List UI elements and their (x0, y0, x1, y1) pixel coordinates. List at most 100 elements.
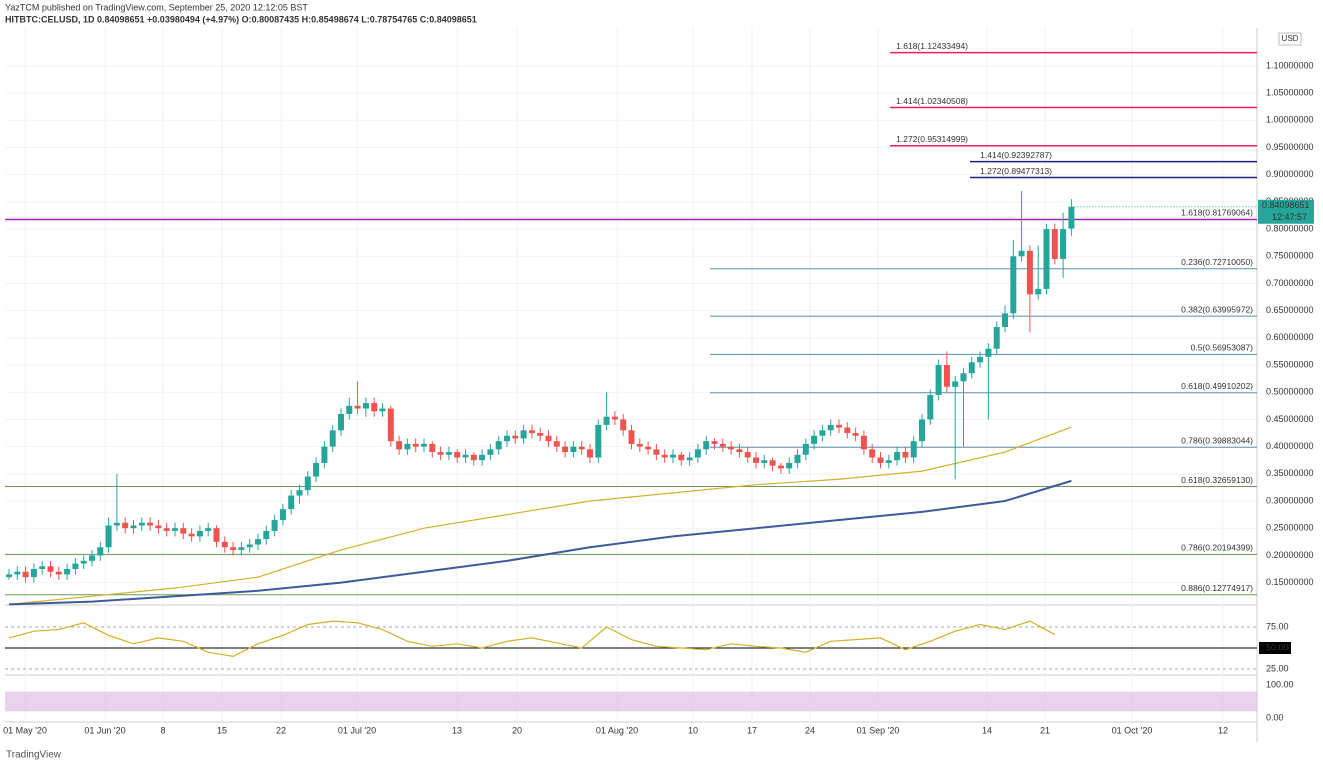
candle-body (686, 457, 693, 461)
candle-body (811, 435, 818, 444)
candle-body (852, 433, 859, 436)
y-tick-label: 0.40000000 (1266, 441, 1314, 451)
candle-body (379, 408, 386, 412)
candle-body (844, 427, 851, 434)
y-tick-label: 0.65000000 (1266, 305, 1314, 315)
candle-body (977, 356, 984, 363)
candle-body (819, 430, 826, 436)
x-tick-label: 01 May '20 (3, 725, 47, 735)
candle-body (22, 571, 29, 578)
x-tick-label: 12 (1218, 725, 1228, 735)
candle-body (919, 419, 925, 442)
candle-body (213, 528, 220, 542)
candle-body (836, 424, 842, 428)
x-tick-label: 22 (276, 725, 286, 735)
x-tick-label: 24 (805, 725, 815, 735)
candle-body (470, 454, 477, 461)
candle-body (985, 348, 992, 357)
candle-body (1051, 229, 1058, 259)
candle-body (620, 419, 627, 431)
candle-body (122, 522, 129, 529)
x-tick-label: 20 (512, 725, 522, 735)
candle-body (188, 533, 195, 537)
moving-average (8, 426, 1072, 605)
candle-body (72, 563, 79, 569)
candle-body (927, 394, 934, 420)
y-tick-label: 0.90000000 (1266, 169, 1314, 179)
fib-label: 0.886(0.12774917) (1181, 583, 1253, 593)
candle-body (304, 476, 311, 491)
candle-body (387, 408, 394, 442)
candle-body (362, 403, 369, 409)
candle-body (885, 460, 892, 463)
candle-body (1002, 313, 1008, 327)
candle-body (678, 454, 685, 461)
fib-label: 1.618(1.12433494) (896, 41, 968, 51)
fib-label: 1.414(0.92392787) (980, 150, 1052, 160)
candle-body (30, 568, 37, 578)
candle-body (147, 522, 154, 526)
candle-body (80, 560, 87, 564)
candle-body (89, 555, 95, 561)
stoch-tick-label: 0.00 (1266, 712, 1284, 722)
candle-body (719, 443, 726, 447)
candle-body (462, 454, 469, 458)
candle-body (993, 326, 1000, 349)
candle-body (354, 405, 361, 409)
candle-body (172, 528, 178, 531)
candle-body (769, 460, 776, 466)
y-tick-label: 0.70000000 (1266, 278, 1314, 288)
candle-body (288, 495, 295, 510)
fib-label: 1.618(0.81769064) (1181, 208, 1253, 218)
candle-body (196, 530, 203, 537)
candle-body (711, 441, 718, 444)
candle-body (1068, 206, 1075, 229)
candle-body (968, 362, 975, 374)
candle-body (694, 449, 701, 458)
candle-body (943, 365, 950, 387)
rsi-line (8, 620, 1056, 658)
candle-body (902, 452, 909, 458)
rsi-level-box (1259, 642, 1291, 654)
candle-body (412, 443, 419, 447)
candle-body (1018, 250, 1025, 257)
last-price-label: 0.84098651 (1262, 200, 1310, 210)
candle-body (661, 454, 668, 458)
candle-body (371, 403, 378, 412)
candle-body (163, 528, 170, 531)
fib-label: 0.236(0.72710050) (1181, 257, 1253, 267)
candle-body (1060, 229, 1067, 259)
candle-body (1010, 256, 1017, 314)
candle-body (802, 443, 809, 455)
candle-body (346, 405, 353, 414)
candle-body (877, 457, 884, 463)
footer: TradingView (6, 750, 62, 761)
x-tick-label: 21 (1040, 725, 1050, 735)
y-tick-label: 0.80000000 (1266, 223, 1314, 233)
candle-body (952, 381, 959, 387)
candle-body (537, 433, 544, 436)
candle-body (180, 528, 187, 534)
candle-body (935, 365, 942, 395)
symbol-line: HITBTC:CELUSD, 1D 0.84098651 +0.03980494… (5, 14, 477, 24)
candle-body (636, 443, 643, 447)
candle-body (1026, 250, 1033, 295)
x-tick-label: 01 Jun '20 (84, 725, 125, 735)
candle-body (205, 528, 212, 531)
candle-body (64, 568, 71, 575)
candle-body (495, 441, 502, 450)
x-tick-label: 17 (747, 725, 757, 735)
fib-label: 0.618(0.49910202) (1181, 381, 1253, 391)
fib-label: 1.414(1.02340508) (896, 96, 968, 106)
candle-body (504, 435, 510, 442)
candle-body (238, 547, 245, 550)
candle-body (512, 435, 519, 439)
y-tick-label: 0.60000000 (1266, 332, 1314, 342)
candle-body (562, 446, 569, 453)
candle-body (645, 446, 652, 450)
candle-body (794, 454, 801, 463)
fib-label: 1.272(0.95314999) (896, 134, 968, 144)
y-tick-label: 0.25000000 (1266, 523, 1314, 533)
candle-body (894, 452, 901, 461)
